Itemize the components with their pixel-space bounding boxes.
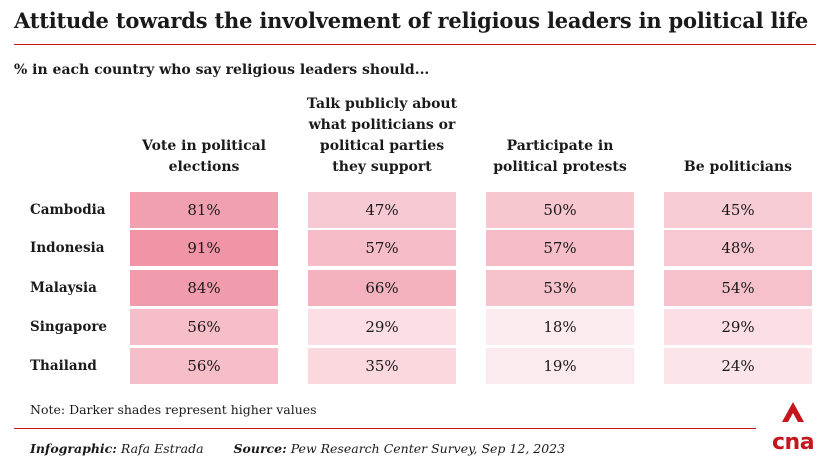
column-header-line: what politicians or [308, 117, 456, 133]
table-cell: 56% [130, 309, 278, 345]
column-header-line: Participate in [506, 138, 614, 154]
table-cell: 57% [486, 230, 634, 266]
table-cell: 29% [664, 309, 812, 345]
column-header: Vote in political elections [124, 94, 284, 178]
source-label: Source: [233, 441, 287, 456]
table-cell: 18% [486, 309, 634, 345]
table-cell: 54% [664, 270, 812, 306]
table-cell: 84% [130, 270, 278, 306]
table-cell: 81% [130, 192, 278, 228]
table-cell: 48% [664, 230, 812, 266]
table-cell: 19% [486, 348, 634, 384]
cna-logo-text: cna [772, 430, 815, 455]
infographic-label: Infographic: [30, 441, 117, 456]
column-header-line: Talk publicly about [306, 96, 458, 112]
chart-subtitle: % in each country who say religious lead… [14, 62, 430, 78]
table-cell: 45% [664, 192, 812, 228]
title-divider [14, 44, 816, 45]
row-label: Thailand [30, 358, 97, 374]
table-cell: 24% [664, 348, 812, 384]
column-header-line: political protests [493, 159, 627, 175]
table-cell: 47% [308, 192, 456, 228]
source-credit: Pew Research Center Survey, Sep 12, 2023 [290, 441, 566, 456]
row-label: Cambodia [30, 202, 106, 218]
column-header-line: they support [332, 159, 432, 175]
footer-divider [14, 428, 756, 429]
table-cell: 53% [486, 270, 634, 306]
cna-logo-icon [782, 402, 804, 422]
column-header: Participate in political protests [480, 94, 640, 178]
table-cell: 57% [308, 230, 456, 266]
column-header: Talk publicly about what politicians or po… [302, 94, 462, 178]
column-header-line: Be politicians [683, 159, 793, 175]
table-cell: 56% [130, 348, 278, 384]
column-header: Be politicians [658, 94, 818, 178]
row-label: Malaysia [30, 280, 97, 296]
table-cell: 66% [308, 270, 456, 306]
footer-credits: Infographic: Rafa Estrada Source: Pew Re… [30, 441, 565, 456]
column-header-line: elections [168, 159, 240, 175]
row-label: Singapore [30, 319, 108, 335]
table-cell: 35% [308, 348, 456, 384]
chart-title: Attitude towards the involvement of reli… [14, 8, 809, 33]
table-cell: 91% [130, 230, 278, 266]
table-cell: 29% [308, 309, 456, 345]
table-cell: 50% [486, 192, 634, 228]
row-label: Indonesia [30, 240, 105, 256]
column-header-line: political parties [319, 138, 445, 154]
shading-note: Note: Darker shades represent higher val… [30, 402, 317, 417]
infographic-credit: Rafa Estrada [120, 441, 204, 456]
column-header-line: Vote in political [142, 138, 266, 154]
